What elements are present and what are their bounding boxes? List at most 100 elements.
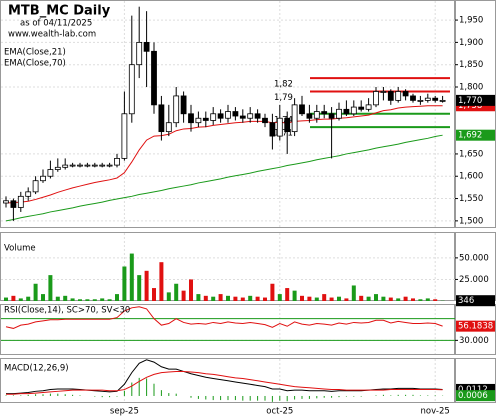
macd-histogram [427, 395, 429, 396]
level-label: 1,82 [274, 80, 293, 90]
candle-body [84, 164, 91, 167]
candle-body [3, 200, 9, 204]
volume-bar [100, 298, 105, 301]
volume-bar [233, 296, 238, 301]
last-value-box [456, 383, 495, 395]
candle-body [239, 115, 246, 119]
macd-histogram [123, 390, 125, 396]
macd-histogram [323, 395, 325, 398]
last-value-label: 56.1838 [458, 322, 493, 332]
volume-bar [307, 296, 312, 301]
candle-body [269, 122, 276, 137]
candle-body [210, 113, 217, 121]
candle-body [188, 113, 194, 124]
macd-histogram [301, 395, 303, 399]
candle-body [195, 117, 202, 124]
volume-bar [55, 296, 60, 301]
ema-line [5, 134, 443, 222]
source: www.wealth-lab.com [8, 30, 96, 40]
candle-body [410, 95, 416, 101]
macd-histogram [35, 394, 37, 396]
volume-bar [189, 279, 193, 301]
volume-bar [41, 294, 45, 301]
macd-histogram [94, 395, 96, 397]
volume-bar [159, 262, 164, 301]
volume-bar [248, 295, 253, 301]
candle-body [262, 117, 268, 124]
candle-body [17, 195, 24, 208]
macd-histogram [257, 395, 259, 401]
macd-histogram [434, 395, 436, 396]
candle-body [165, 122, 172, 133]
macd-line [6, 370, 443, 395]
x-tick-label: oct-25 [266, 407, 293, 417]
candle-body [40, 175, 46, 182]
volume-bar [270, 283, 275, 301]
volume-bar [314, 297, 319, 301]
candle-body [10, 200, 17, 208]
last-value-box [456, 129, 495, 141]
volume-bar [181, 290, 186, 301]
candle-body [136, 41, 143, 66]
macd-histogram [72, 394, 74, 396]
volume-bar [26, 296, 31, 301]
candle-body [121, 113, 128, 159]
candle-body [106, 164, 113, 167]
candle-body [402, 91, 409, 97]
macd-histogram [49, 393, 51, 396]
macd-histogram [79, 395, 81, 396]
x-tick-label: sep-25 [110, 407, 139, 417]
macd-histogram [160, 390, 162, 396]
volume-bar [174, 283, 179, 301]
last-value-box [456, 320, 495, 332]
panel-frame [0, 0, 455, 228]
y-tick-label: 50.000 [459, 253, 489, 263]
y-tick-label: 1,500 [459, 216, 483, 226]
candle-body [202, 117, 209, 121]
macd-histogram [5, 395, 7, 396]
x-tick-label: nov-25 [421, 407, 450, 417]
macd-histogram [220, 395, 222, 401]
macd-histogram [397, 394, 399, 396]
candle-body [77, 164, 83, 167]
macd-histogram [168, 393, 170, 396]
macd-histogram [419, 395, 421, 396]
candle-body [232, 111, 239, 117]
candle-body [336, 108, 342, 119]
candle-body [432, 97, 439, 101]
macd-histogram [205, 395, 207, 400]
panel-title: Volume [4, 244, 36, 254]
macd-histogram [138, 377, 140, 396]
volume-bar [285, 288, 290, 301]
volume-bar [366, 296, 371, 301]
volume-bar [374, 294, 378, 301]
y-tick-label: 25.000 [459, 275, 489, 285]
candle-body [387, 91, 394, 101]
macd-histogram [242, 395, 244, 401]
candle-body [247, 113, 254, 119]
macd-histogram [412, 394, 414, 396]
macd-histogram [294, 395, 296, 400]
volume-bar [433, 299, 438, 301]
candle-body [25, 191, 32, 197]
volume-bar [85, 299, 90, 301]
candle-body [350, 106, 357, 115]
panel-title: MACD(12,26,9) [4, 364, 69, 374]
macd-histogram [197, 395, 199, 399]
candle-body [380, 91, 387, 93]
candle-body [54, 166, 61, 170]
volume-bar [18, 298, 23, 301]
volume-bar [403, 296, 408, 301]
ema-line [5, 105, 443, 204]
macd-histogram [345, 395, 347, 397]
macd-histogram [109, 395, 111, 398]
macd-histogram [20, 395, 22, 396]
macd-histogram [190, 395, 192, 398]
candle-body [417, 99, 424, 102]
level-label: 1,79 [274, 93, 293, 103]
volume-bar [337, 296, 341, 301]
volume-bar [329, 297, 334, 301]
macd-histogram [146, 378, 148, 396]
